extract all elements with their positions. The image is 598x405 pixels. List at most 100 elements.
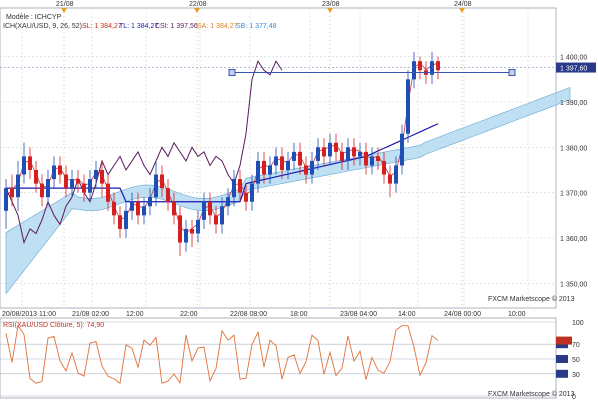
candle-body [256, 160, 260, 184]
x-tick-label: 14:00 [398, 311, 416, 318]
candle-body [250, 183, 254, 202]
rsi-level-label: 70 [572, 342, 580, 349]
y-tick-label: 1 370,00 [560, 191, 587, 198]
y-tick-label: 1 350,00 [560, 281, 587, 288]
candle-body [34, 170, 38, 184]
candle-body [430, 61, 434, 75]
candle-body [262, 160, 266, 175]
candle-body [388, 174, 392, 184]
candle-body [10, 188, 14, 198]
candle-body [100, 170, 104, 184]
candle-body [178, 215, 182, 243]
date-marker-icon [327, 8, 333, 13]
date-marker-icon [194, 8, 200, 13]
candle-body [112, 201, 116, 216]
candle-body [412, 61, 416, 80]
line-handle-right[interactable] [508, 69, 516, 77]
top-date-label: 23/08 [322, 1, 340, 8]
candle-body [304, 165, 308, 175]
model-label: Modèle : ICHCYP [6, 14, 62, 21]
candle-body [16, 174, 20, 198]
candle-body [274, 156, 278, 166]
candle-body [88, 179, 92, 193]
candle-body [226, 197, 230, 207]
top-date-label: 21/08 [56, 1, 74, 8]
candle-body [190, 228, 194, 234]
candle-body [94, 170, 98, 180]
candle-body [418, 61, 422, 71]
y-tick-label: 1 360,00 [560, 236, 587, 243]
candle-body [64, 174, 68, 189]
candle-body [280, 156, 284, 170]
x-tick-label: 24/08 00:00 [444, 311, 481, 318]
top-date-label: 22/08 [189, 1, 207, 8]
candle-body [376, 156, 380, 161]
candle-body [142, 206, 146, 216]
candle-body [286, 160, 290, 170]
candle-body [340, 151, 344, 161]
candle-body [214, 215, 218, 225]
tl-value: TL: 1 384,27 [119, 23, 158, 30]
date-marker-icon [61, 8, 67, 13]
candle-body [76, 179, 80, 184]
candle-body [46, 179, 50, 198]
candle-body [28, 156, 32, 170]
line-handle-left[interactable] [228, 69, 236, 77]
candle-body [196, 219, 200, 234]
sb-value: SB: 1 377,48 [236, 23, 277, 30]
x-tick-label: 22:00 [180, 311, 198, 318]
rsi-level-label: 50 [572, 357, 580, 364]
candle-body [328, 142, 332, 157]
x-tick-label: 22/08 08:00 [230, 311, 267, 318]
date-marker-icon [459, 8, 465, 13]
y-tick-label: 1 400,00 [560, 55, 587, 62]
candle-body [358, 151, 362, 157]
candle-body [208, 201, 212, 216]
candle-body [70, 179, 74, 189]
candle-body [40, 183, 44, 198]
candle-body [334, 142, 338, 152]
candle-body [172, 201, 176, 216]
candle-body [220, 206, 224, 225]
candle-body [52, 165, 56, 180]
candle-body [238, 179, 242, 193]
x-tick-label: 23/08 04:00 [340, 311, 377, 318]
current-price-text: 1 397,60 [560, 66, 587, 73]
candle-body [118, 215, 122, 229]
candle-body [394, 165, 398, 184]
current-price-badge [556, 62, 596, 73]
candle-body [298, 151, 302, 166]
candle-body [154, 174, 158, 198]
candle-body [4, 188, 8, 211]
candle-body [160, 174, 164, 189]
candle-body [370, 156, 374, 166]
candle-body [22, 156, 26, 175]
rsi-level-badge [556, 355, 568, 363]
candle-body [268, 165, 272, 175]
candle-body [130, 201, 134, 211]
y-tick-label: 1 380,00 [560, 145, 587, 152]
candle-body [232, 179, 236, 198]
rsi-value-badge [556, 336, 572, 345]
candle-body [124, 210, 128, 229]
candle-body [202, 201, 206, 220]
candle-body [310, 160, 314, 175]
candle-body [184, 228, 188, 243]
rsi-line [5, 324, 439, 385]
candle-body [436, 61, 440, 71]
candle-body [82, 183, 86, 193]
candle-body [406, 79, 410, 134]
ichimoku-label: ICH(XAU/USD, 9, 26, 52) - [3, 23, 87, 30]
rsi-label: RSI(XAU/USD Clôture, 5): 74,90 [3, 322, 104, 329]
candle-body [136, 201, 140, 216]
rsi-level-label: 100 [572, 320, 584, 327]
candle-body [352, 147, 356, 157]
csi-value: CSI: 1 397,56 [155, 23, 198, 30]
sl-value: SL: 1 384,27 [82, 23, 122, 30]
candle-body [400, 133, 404, 166]
rsi-level-label: 0 [572, 394, 576, 400]
candle-body [382, 160, 386, 175]
x-tick-label: 20/08/2013 11:00 [2, 311, 56, 318]
candle-body [292, 151, 296, 161]
